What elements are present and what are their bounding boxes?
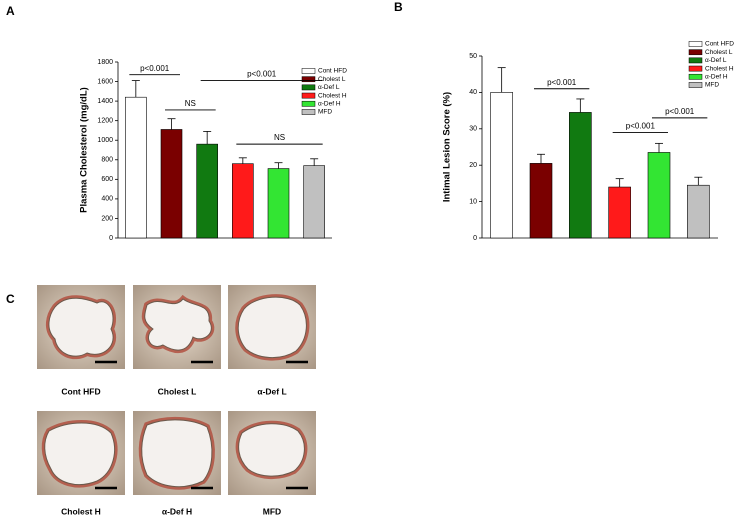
y-tick-label: 1000 xyxy=(97,137,113,144)
vessel-lumen xyxy=(141,419,213,488)
bar xyxy=(608,186,631,239)
vessel-lumen xyxy=(238,423,305,477)
legend-label: Cholest H xyxy=(705,65,734,72)
bar xyxy=(267,168,290,239)
micrograph-caption: Cholest H xyxy=(61,506,101,516)
y-tick-label: 0 xyxy=(473,235,477,242)
vessel-lumen xyxy=(237,296,307,358)
legend-label: α-Def H xyxy=(318,101,341,108)
significance-label: NS xyxy=(185,99,196,108)
legend-label: α-Def L xyxy=(705,57,727,64)
bar xyxy=(160,129,183,239)
bar xyxy=(125,96,147,239)
legend-swatch xyxy=(688,82,703,88)
micrograph xyxy=(37,285,125,369)
legend-label: Cont HFD xyxy=(318,68,347,75)
y-tick-label: 0 xyxy=(109,235,113,242)
vessel-lumen xyxy=(48,297,114,357)
panel-label: C xyxy=(6,292,15,306)
legend-label: α-Def L xyxy=(318,84,340,91)
micrograph xyxy=(133,411,221,495)
legend-swatch xyxy=(301,109,316,115)
bar xyxy=(529,163,553,239)
y-tick-label: 50 xyxy=(469,53,477,60)
legend-label: Cholest L xyxy=(318,76,346,83)
panel-label: A xyxy=(6,4,15,18)
significance-label: p<0.001 xyxy=(626,122,656,131)
y-axis-label: Plasma Cholesterol (mg/dL) xyxy=(79,87,90,213)
y-tick-label: 1600 xyxy=(97,78,113,85)
vessel-lumen xyxy=(144,298,212,351)
micrograph-caption: α-Def H xyxy=(162,506,192,516)
micrograph xyxy=(133,285,221,369)
y-tick-label: 200 xyxy=(101,215,113,222)
micrograph-caption: Cholest L xyxy=(158,386,197,396)
bar xyxy=(232,163,254,239)
significance-label: NS xyxy=(274,133,285,142)
legend-swatch xyxy=(301,68,316,74)
micrograph xyxy=(228,285,316,369)
bar xyxy=(687,184,710,239)
bar xyxy=(303,165,325,239)
legend-swatch xyxy=(688,49,703,56)
legend-label: Cholest L xyxy=(705,49,733,56)
legend-swatch xyxy=(301,84,316,91)
y-axis-label: Intimal Lesion Score (%) xyxy=(442,92,453,202)
y-tick-label: 1800 xyxy=(97,59,113,66)
y-tick-label: 800 xyxy=(101,157,113,164)
micrograph xyxy=(37,411,125,495)
significance-label: p<0.001 xyxy=(140,64,170,73)
significance-label: p<0.001 xyxy=(247,70,277,79)
y-tick-label: 1200 xyxy=(97,118,113,125)
y-tick-label: 10 xyxy=(469,198,477,205)
legend-swatch xyxy=(688,73,703,80)
bar xyxy=(490,92,513,239)
legend-label: MFD xyxy=(705,82,719,89)
legend-swatch xyxy=(688,57,703,64)
micrograph-caption: α-Def L xyxy=(257,386,286,396)
y-tick-label: 40 xyxy=(469,89,477,96)
panel-label: B xyxy=(394,0,403,14)
y-tick-label: 400 xyxy=(101,196,113,203)
legend-swatch xyxy=(688,65,703,72)
y-tick-label: 20 xyxy=(469,162,477,169)
bar xyxy=(647,152,671,239)
micrograph-caption: MFD xyxy=(263,506,281,516)
legend-label: Cont HFD xyxy=(705,41,734,48)
legend-swatch xyxy=(301,92,316,99)
significance-label: p<0.001 xyxy=(665,107,695,116)
legend-label: Cholest H xyxy=(318,92,347,99)
vessel-lumen xyxy=(44,422,115,485)
significance-label: p<0.001 xyxy=(547,78,577,87)
legend-swatch xyxy=(688,41,703,47)
bar xyxy=(569,112,592,239)
micrograph-caption: Cont HFD xyxy=(61,386,100,396)
legend-label: α-Def H xyxy=(705,74,728,81)
micrograph xyxy=(228,411,316,495)
legend-swatch xyxy=(301,76,316,83)
y-tick-label: 1400 xyxy=(97,98,113,105)
legend-swatch xyxy=(301,100,316,107)
legend-label: MFD xyxy=(318,109,332,116)
y-tick-label: 600 xyxy=(101,176,113,183)
bar xyxy=(196,143,218,239)
y-tick-label: 30 xyxy=(469,126,477,133)
